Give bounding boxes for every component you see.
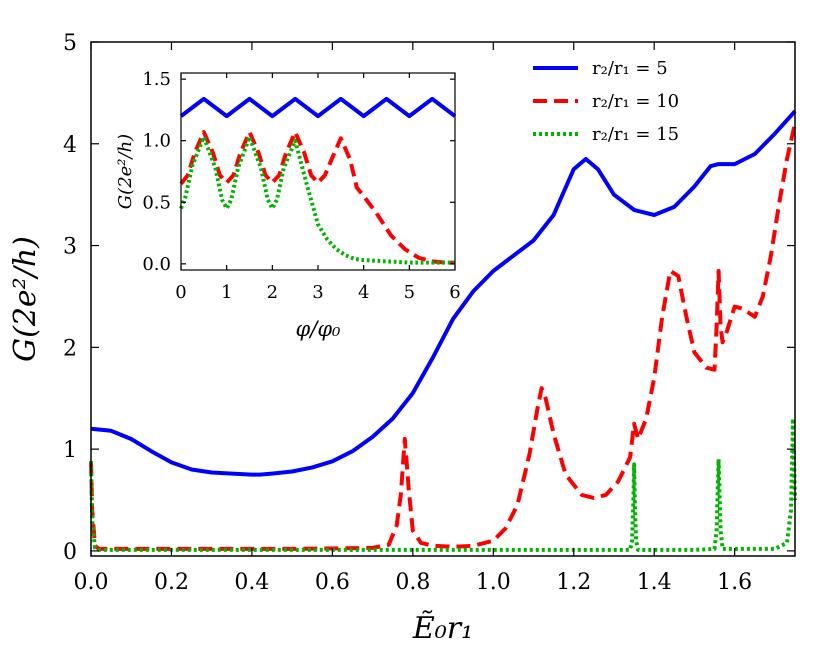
legend-label-2: r₂/r₁ = 10 bbox=[592, 91, 679, 112]
main-series-group bbox=[89, 109, 797, 552]
main-series-line-2 bbox=[89, 122, 797, 551]
inset-series-group bbox=[179, 96, 457, 265]
inset-xtick-label: 2 bbox=[267, 282, 278, 303]
main-xtick-label: 0.0 bbox=[74, 570, 109, 595]
inset-series-line-3 bbox=[179, 135, 455, 265]
inset-ytick-label: 1.0 bbox=[142, 131, 171, 152]
inset-xtick-label: 0 bbox=[175, 282, 186, 303]
inset-ticks: 0 1 2 3 4 5 6 0.0 0.5 1.0 1.5 bbox=[142, 69, 460, 303]
main-xtick-label: 0.6 bbox=[315, 570, 350, 595]
main-xtick-label: 1.0 bbox=[476, 570, 511, 595]
main-ytick-label: 3 bbox=[63, 235, 77, 260]
main-y-axis-label: G(2e²/h) bbox=[8, 236, 43, 362]
inset-series-line-2 bbox=[179, 130, 455, 265]
main-ytick-label: 5 bbox=[63, 31, 77, 56]
inset-series-line-1 bbox=[179, 96, 457, 119]
main-ytick-label: 4 bbox=[63, 133, 77, 158]
inset-xtick-label: 3 bbox=[312, 282, 323, 303]
inset-xtick-label: 5 bbox=[404, 282, 415, 303]
inset-xtick-label: 4 bbox=[358, 282, 369, 303]
inset-xtick-label: 6 bbox=[449, 282, 460, 303]
inset-plot: 0 1 2 3 4 5 6 0.0 0.5 1.0 1.5 φ/φ₀ G(2e²/h) bbox=[115, 69, 461, 341]
main-plot: 0.0 0.2 0.4 0.6 0.8 1.0 1.2 1.4 1.6 0 1 2 3 4 5 Ẽ₀r₁ G… bbox=[8, 31, 797, 646]
legend: r₂/r₁ = 5 r₂/r₁ = 10 r₂/r₁ = 15 bbox=[533, 58, 679, 145]
inset-ytick-label: 0.5 bbox=[142, 192, 171, 213]
main-axes-frame bbox=[90, 41, 796, 557]
main-ytick-label: 0 bbox=[63, 540, 77, 565]
inset-ytick-label: 1.5 bbox=[142, 69, 171, 90]
main-ytick-label: 1 bbox=[63, 438, 77, 463]
legend-label-1: r₂/r₁ = 5 bbox=[592, 58, 668, 79]
main-x-axis-label: Ẽ₀r₁ bbox=[412, 610, 473, 646]
main-ticks: 0.0 0.2 0.4 0.6 0.8 1.0 1.2 1.4 1.6 0 1 2 3 4 5 bbox=[63, 31, 795, 595]
main-series-line-3 bbox=[89, 416, 797, 552]
main-xtick-label: 1.4 bbox=[637, 570, 672, 595]
inset-y-axis-label: G(2e²/h) bbox=[115, 134, 136, 209]
main-xtick-label: 0.8 bbox=[395, 570, 430, 595]
main-ytick-label: 2 bbox=[63, 336, 77, 361]
inset-background bbox=[181, 73, 455, 270]
main-series-line-1 bbox=[90, 109, 797, 477]
main-xtick-label: 0.4 bbox=[234, 570, 269, 595]
inset-x-axis-label: φ/φ₀ bbox=[296, 317, 341, 341]
inset-ytick-label: 0.0 bbox=[142, 254, 171, 275]
main-xtick-label: 1.6 bbox=[717, 570, 752, 595]
main-xtick-label: 0.2 bbox=[154, 570, 189, 595]
legend-label-3: r₂/r₁ = 15 bbox=[592, 124, 679, 145]
main-xtick-label: 1.2 bbox=[556, 570, 591, 595]
inset-xtick-label: 1 bbox=[221, 282, 232, 303]
